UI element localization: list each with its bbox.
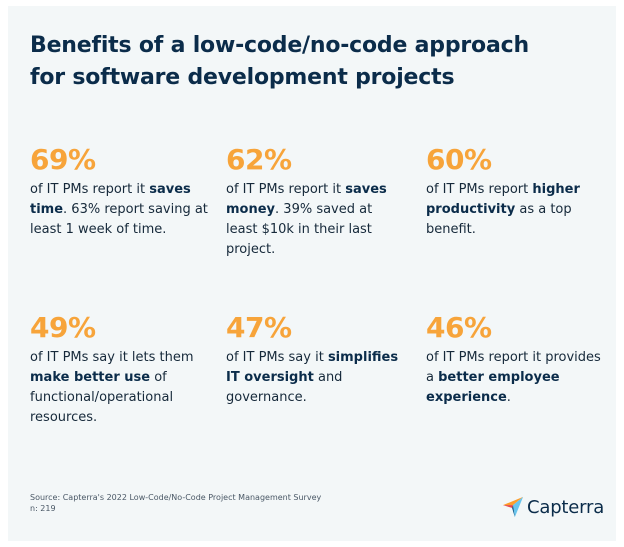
stat-text: . <box>506 390 511 405</box>
stat-saves-money: 62% of IT PMs report it saves money. 39%… <box>226 144 406 260</box>
title-line-1: Benefits of a low-code/no-code approach <box>30 33 529 58</box>
stat-highlight: simplifies IT oversight <box>226 350 399 385</box>
stat-description: of IT PMs report it saves money. 39% sav… <box>226 180 406 260</box>
stat-text: of IT PMs say it lets them <box>30 350 194 365</box>
stat-text: and governance. <box>226 370 343 405</box>
capterra-wordmark: Capterra <box>527 496 605 518</box>
stat-text: of functional/operational resources. <box>30 370 174 425</box>
stat-simplifies-oversight: 47% of IT PMs say it simplifies IT overs… <box>226 312 406 408</box>
stat-highlight: make better use <box>30 370 151 385</box>
stat-description: of IT PMs say it lets them make better u… <box>30 348 210 428</box>
stat-text: of IT PMs report it provides a <box>426 350 601 385</box>
infographic-card: Benefits of a low-code/no-code approach … <box>8 6 616 541</box>
source-line: Source: Capterra's 2022 Low-Code/No-Code… <box>30 493 322 502</box>
stat-text: . 39% saved at least $10k in their last … <box>226 202 373 257</box>
stat-highlight: better employee experience <box>426 370 560 405</box>
stat-text: as a top benefit. <box>426 202 572 237</box>
title-line-2: for software development projects <box>30 65 455 90</box>
stat-saves-time: 69% of IT PMs report it saves time. 63% … <box>30 144 210 240</box>
stat-percent: 69% <box>30 143 96 176</box>
stat-higher-productivity: 60% of IT PMs report higher productivity… <box>426 144 606 240</box>
sample-size: n: 219 <box>30 504 56 513</box>
stat-employee-experience: 46% of IT PMs report it provides a bette… <box>426 312 606 408</box>
stat-description: of IT PMs report it saves time. 63% repo… <box>30 180 210 240</box>
stat-text: of IT PMs report it <box>226 182 346 197</box>
stat-percent: 46% <box>426 311 492 344</box>
stat-description: of IT PMs say it simplifies IT oversight… <box>226 348 406 408</box>
capterra-arrow-icon <box>502 496 524 518</box>
stat-text: of IT PMs say it <box>226 350 328 365</box>
stat-percent: 49% <box>30 311 96 344</box>
stat-text: of IT PMs report it <box>30 182 150 197</box>
page-title: Benefits of a low-code/no-code approach … <box>30 30 590 94</box>
stat-highlight: saves time <box>30 182 191 217</box>
stat-description: of IT PMs report it provides a better em… <box>426 348 606 408</box>
capterra-logo: Capterra <box>502 496 604 518</box>
source-note: Source: Capterra's 2022 Low-Code/No-Code… <box>30 492 321 514</box>
stat-percent: 60% <box>426 143 492 176</box>
stat-better-use: 49% of IT PMs say it lets them make bett… <box>30 312 210 428</box>
stat-description: of IT PMs report higher productivity as … <box>426 180 606 240</box>
stat-percent: 47% <box>226 311 292 344</box>
stat-highlight: saves money <box>226 182 387 217</box>
stat-percent: 62% <box>226 143 292 176</box>
stat-highlight: higher productivity <box>426 182 580 217</box>
stat-text: . 63% report saving at least 1 week of t… <box>30 202 208 237</box>
stat-text: of IT PMs report <box>426 182 533 197</box>
